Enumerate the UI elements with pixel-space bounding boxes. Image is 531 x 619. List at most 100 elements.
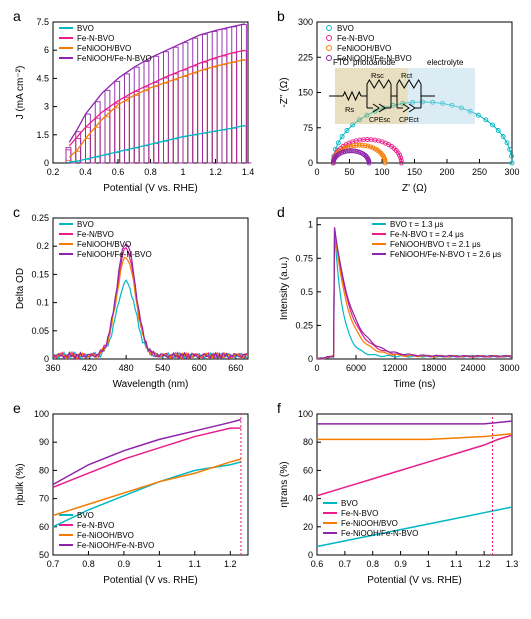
svg-text:0.6: 0.6 xyxy=(112,167,125,177)
svg-text:1.1: 1.1 xyxy=(189,559,202,569)
chart-b: 050100150200250300075150225300Z' (Ω)-Z''… xyxy=(275,12,520,197)
svg-text:BVO: BVO xyxy=(77,511,94,520)
svg-text:0: 0 xyxy=(308,550,313,560)
svg-text:50: 50 xyxy=(344,167,354,177)
svg-text:1.2: 1.2 xyxy=(478,559,491,569)
svg-text:6: 6 xyxy=(44,45,49,55)
svg-text:0.7: 0.7 xyxy=(47,559,60,569)
svg-text:60: 60 xyxy=(39,522,49,532)
svg-text:1.2: 1.2 xyxy=(224,559,237,569)
svg-text:Time (ns): Time (ns) xyxy=(394,379,436,390)
svg-text:Fe-N-BVO: Fe-N-BVO xyxy=(337,34,374,43)
svg-text:CPEct: CPEct xyxy=(399,117,419,124)
svg-text:FTO: FTO xyxy=(333,58,349,67)
svg-text:BVO: BVO xyxy=(77,24,94,33)
svg-text:30000: 30000 xyxy=(499,363,520,373)
svg-text:1: 1 xyxy=(426,559,431,569)
svg-text:photoanode: photoanode xyxy=(353,58,396,67)
svg-text:-Z'' (Ω): -Z'' (Ω) xyxy=(279,77,290,107)
svg-text:0.7: 0.7 xyxy=(339,559,352,569)
chart-c: 36042048054060066000.050.10.150.20.25Wav… xyxy=(11,208,256,393)
svg-text:BVO: BVO xyxy=(337,24,354,33)
svg-text:0.8: 0.8 xyxy=(82,559,95,569)
svg-text:Fe-N-BVO τ = 2.4 μs: Fe-N-BVO τ = 2.4 μs xyxy=(390,230,464,239)
svg-text:1.2: 1.2 xyxy=(209,167,222,177)
svg-text:0.2: 0.2 xyxy=(36,241,49,251)
svg-text:BVO: BVO xyxy=(341,499,358,508)
svg-text:100: 100 xyxy=(298,409,313,419)
svg-text:1.3: 1.3 xyxy=(506,559,519,569)
svg-text:0.15: 0.15 xyxy=(31,269,49,279)
svg-text:Potential (V vs. RHE): Potential (V vs. RHE) xyxy=(367,575,461,586)
svg-text:540: 540 xyxy=(155,363,170,373)
svg-text:0.8: 0.8 xyxy=(366,559,379,569)
svg-text:Fe-N-BVO: Fe-N-BVO xyxy=(77,34,114,43)
svg-text:0: 0 xyxy=(308,354,313,364)
svg-text:0: 0 xyxy=(314,167,319,177)
svg-text:Fe-N-BVO: Fe-N-BVO xyxy=(77,521,114,530)
svg-text:BVO: BVO xyxy=(77,220,94,229)
svg-text:Rct: Rct xyxy=(401,71,413,80)
svg-text:250: 250 xyxy=(472,167,487,177)
svg-text:1.5: 1.5 xyxy=(36,130,49,140)
svg-text:3: 3 xyxy=(44,102,49,112)
svg-text:600: 600 xyxy=(192,363,207,373)
svg-text:FeNiOOH/Fe-N-BVO: FeNiOOH/Fe-N-BVO xyxy=(77,250,152,259)
svg-text:75: 75 xyxy=(303,123,313,133)
svg-text:0.25: 0.25 xyxy=(31,213,49,223)
svg-text:80: 80 xyxy=(39,465,49,475)
chart-f: 0.60.70.80.911.11.21.3020406080100Potent… xyxy=(275,404,520,589)
svg-text:Fe-N/BVO: Fe-N/BVO xyxy=(77,230,114,239)
svg-text:225: 225 xyxy=(298,52,313,62)
svg-text:7.5: 7.5 xyxy=(36,17,49,27)
svg-text:1: 1 xyxy=(157,559,162,569)
svg-text:0.1: 0.1 xyxy=(36,298,49,308)
svg-text:300: 300 xyxy=(504,167,519,177)
svg-text:1: 1 xyxy=(308,220,313,230)
svg-text:24000: 24000 xyxy=(460,363,485,373)
svg-text:70: 70 xyxy=(39,494,49,504)
svg-text:0.9: 0.9 xyxy=(118,559,131,569)
chart-e: 0.70.80.911.11.25060708090100Potential (… xyxy=(11,404,256,589)
svg-text:0.05: 0.05 xyxy=(31,326,49,336)
svg-text:90: 90 xyxy=(39,437,49,447)
svg-text:0: 0 xyxy=(314,363,319,373)
svg-text:FeNiOOH/BVO: FeNiOOH/BVO xyxy=(77,44,131,53)
svg-text:6000: 6000 xyxy=(346,363,366,373)
svg-text:80: 80 xyxy=(303,437,313,447)
svg-text:Rs: Rs xyxy=(345,105,354,114)
svg-text:1: 1 xyxy=(180,167,185,177)
svg-text:0.5: 0.5 xyxy=(300,287,313,297)
svg-text:0: 0 xyxy=(44,158,49,168)
svg-text:4.5: 4.5 xyxy=(36,73,49,83)
svg-text:ηbulk (%): ηbulk (%) xyxy=(15,463,26,505)
svg-text:420: 420 xyxy=(82,363,97,373)
svg-text:Fe-NiOOH/BVO: Fe-NiOOH/BVO xyxy=(341,519,398,528)
svg-text:CPEsc: CPEsc xyxy=(369,117,391,124)
svg-text:0: 0 xyxy=(44,354,49,364)
svg-text:0.4: 0.4 xyxy=(79,167,92,177)
svg-text:0.25: 0.25 xyxy=(295,320,313,330)
svg-text:50: 50 xyxy=(39,550,49,560)
chart-a: 0.20.40.60.811.21.401.534.567.5Potential… xyxy=(11,12,256,197)
svg-text:0: 0 xyxy=(308,158,313,168)
svg-text:J (mA cm⁻²): J (mA cm⁻²) xyxy=(15,66,26,120)
svg-text:FeNiOOH/BVO τ = 2.1 μs: FeNiOOH/BVO τ = 2.1 μs xyxy=(390,240,481,249)
svg-text:20: 20 xyxy=(303,522,313,532)
svg-text:1.1: 1.1 xyxy=(450,559,463,569)
svg-text:60: 60 xyxy=(303,465,313,475)
svg-text:0.8: 0.8 xyxy=(144,167,157,177)
svg-text:0.75: 0.75 xyxy=(295,253,313,263)
svg-text:Delta OD: Delta OD xyxy=(15,268,26,309)
svg-text:FeNiOOH/BVO: FeNiOOH/BVO xyxy=(77,240,131,249)
svg-text:Fe-N-BVO: Fe-N-BVO xyxy=(341,509,378,518)
svg-text:660: 660 xyxy=(228,363,243,373)
svg-text:12000: 12000 xyxy=(382,363,407,373)
svg-text:BVO τ = 1.3 μs: BVO τ = 1.3 μs xyxy=(390,220,443,229)
svg-text:electrolyte: electrolyte xyxy=(427,58,464,67)
svg-text:100: 100 xyxy=(34,409,49,419)
svg-text:Potential (V vs. RHE): Potential (V vs. RHE) xyxy=(103,183,197,194)
svg-text:18000: 18000 xyxy=(421,363,446,373)
chart-d: 0 6000 12000 18000 24000 30000 0 0.25 0.5 0.75 1 Ti… xyxy=(275,208,520,393)
svg-text:100: 100 xyxy=(374,167,389,177)
